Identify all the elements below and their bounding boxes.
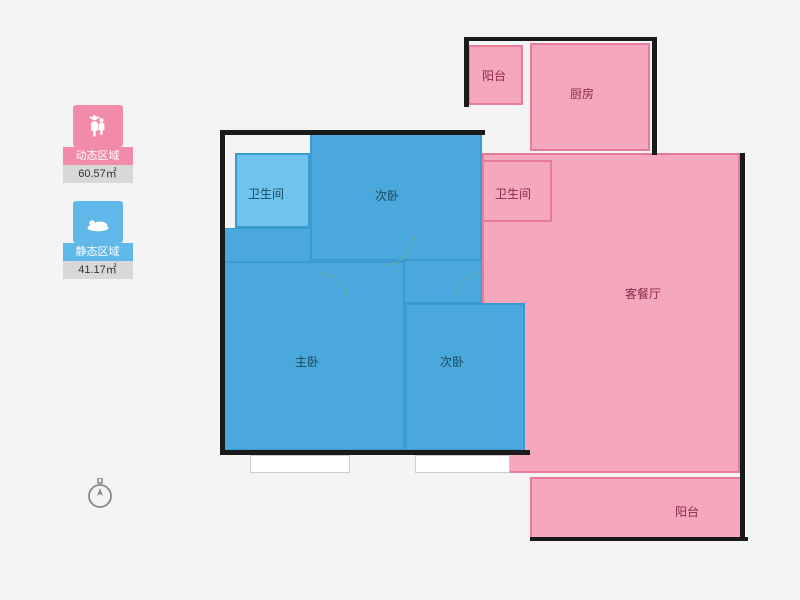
- label-master: 主卧: [295, 353, 319, 370]
- room-balcony-bottom: [530, 477, 745, 539]
- sleep-icon: [73, 201, 123, 243]
- label-kitchen: 厨房: [570, 85, 594, 102]
- wall: [464, 37, 469, 107]
- people-icon: [73, 105, 123, 147]
- legend-static-label: 静态区域: [63, 243, 133, 261]
- room-secondary-bottom: [405, 303, 525, 451]
- label-living: 客餐厅: [625, 285, 661, 302]
- legend-static: 静态区域 41.17㎡: [60, 201, 135, 279]
- label-secondary-top: 次卧: [375, 187, 399, 204]
- window-sill: [250, 455, 350, 473]
- label-balcony-top: 阳台: [482, 67, 506, 84]
- compass-icon: [86, 478, 114, 515]
- window-sill: [415, 455, 510, 473]
- legend-panel: 动态区域 60.57㎡ 静态区域 41.17㎡: [60, 105, 135, 297]
- wall: [530, 537, 748, 541]
- legend-dynamic: 动态区域 60.57㎡: [60, 105, 135, 183]
- wall: [464, 37, 654, 41]
- wall: [220, 130, 485, 135]
- wall: [220, 130, 225, 454]
- legend-static-value: 41.17㎡: [63, 261, 133, 279]
- label-secondary-bottom: 次卧: [440, 353, 464, 370]
- wall: [652, 37, 657, 155]
- floorplan: 阳台 厨房 客餐厅 卫生间 阳台 次卧 卫生间 主卧 次卧: [220, 25, 750, 575]
- legend-dynamic-label: 动态区域: [63, 147, 133, 165]
- legend-dynamic-value: 60.57㎡: [63, 165, 133, 183]
- label-bathroom-right: 卫生间: [495, 185, 531, 202]
- label-bathroom-left: 卫生间: [248, 185, 284, 202]
- wall: [740, 153, 745, 541]
- label-balcony-bottom: 阳台: [675, 503, 699, 520]
